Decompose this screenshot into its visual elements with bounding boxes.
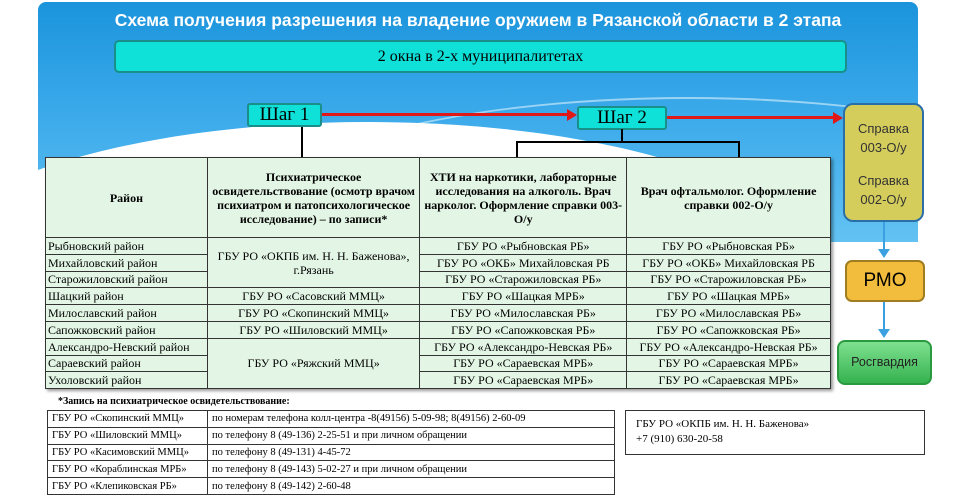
header-ophth: Врач офтальмолог. Оформление справки 002…	[626, 157, 831, 238]
ophth-clinic: ГБУ РО «Сараевская МРБ»	[626, 354, 831, 373]
header-psych: Психиатрическое освидетельствование (осм…	[206, 157, 421, 238]
phone-info: по телефону 8 (49-143) 5-02-27 и при лич…	[207, 460, 615, 479]
narco-clinic: ГБУ РО «Рыбновская РБ»	[419, 237, 628, 255]
phone-info: по телефону 8 (49-136) 2-25-51 и при лич…	[207, 426, 615, 445]
arrow-step1-step2	[322, 113, 567, 116]
table-row: ГБУ РО «Клепиковская РБ» по телефону 8 (4…	[47, 477, 615, 495]
psych-clinic: ГБУ РО «Сасовский ММЦ»	[206, 287, 421, 306]
connector-step1	[301, 127, 303, 157]
arrowhead-icon	[567, 109, 577, 121]
district: Рыбновский район	[45, 237, 208, 255]
district: Сапожковский район	[45, 320, 208, 339]
rosgvardia-box: Росгвардия	[837, 340, 932, 385]
arrow-down-icon	[878, 329, 890, 338]
table-row: ГБУ РО «Шиловский ММЦ» по телефону 8 (49-…	[47, 426, 615, 445]
table-row: Сараевский район ГБУ РО «Сараевская МРБ» Г…	[45, 354, 831, 373]
table-row: Шацкий район ГБУ РО «Сасовский ММЦ» ГБУ РО…	[45, 287, 831, 306]
banner: 2 окна в 2-х муниципалитетах	[114, 40, 847, 73]
table-row: Милославский район ГБУ РО «Скопинский ММЦ…	[45, 304, 831, 322]
table-row: ГБУ РО «Скопинский ММЦ» по номерам телефо…	[47, 410, 615, 428]
step-1: Шаг 1	[247, 103, 322, 127]
district: Александро-Невский район	[45, 337, 208, 356]
brace-step2	[621, 129, 623, 141]
contact-box: ГБУ РО «ОКПБ им. Н. Н. Баженова» +7 (910…	[625, 410, 925, 455]
district: Михайловский район	[45, 253, 208, 272]
narco-clinic: ГБУ РО «Старожиловская РБ»	[419, 270, 628, 289]
ophth-clinic: ГБУ РО «Милославская РБ»	[626, 304, 831, 322]
ophth-clinic: ГБУ РО «Сараевская МРБ»	[626, 371, 831, 390]
psych-clinic: ГБУ РО «Ряжский ММЦ»	[206, 337, 421, 390]
brace-step2	[738, 141, 740, 157]
step-2: Шаг 2	[577, 106, 667, 130]
district: Сараевский район	[45, 354, 208, 373]
brace-step2	[516, 141, 518, 157]
phone-info: по телефону 8 (49-131) 4-45-72	[207, 443, 615, 462]
page-title: Схема получения разрешения на владение о…	[114, 10, 842, 30]
appointments-table: ГБУ РО «Скопинский ММЦ» по номерам телефо…	[47, 410, 615, 495]
table-row: Михайловский район ГБУ РО «ОКБ» Михайловс…	[45, 253, 831, 272]
ophth-clinic: ГБУ РО «Старожиловская РБ»	[626, 270, 831, 289]
narco-clinic: ГБУ РО «Шацкая МРБ»	[419, 287, 628, 306]
arrow-down	[883, 222, 885, 250]
psych-clinic: ГБУ РО «Скопинский ММЦ»	[206, 304, 421, 322]
org: ГБУ РО «Кораблинская МРБ»	[47, 460, 208, 479]
narco-clinic: ГБУ РО «Сараевская МРБ»	[419, 371, 628, 390]
district: Милославский район	[45, 304, 208, 322]
narco-clinic: ГБУ РО «Александро-Невская РБ»	[419, 337, 628, 356]
appointment-note: *Запись на психиатрическое освидетельств…	[58, 396, 290, 407]
contact-org: ГБУ РО «ОКПБ им. Н. Н. Баженова»	[636, 418, 810, 430]
table-row: Рыбновский район ГБУ РО «ОКПБ им. Н. Н. Б…	[45, 236, 831, 289]
table-row: ГБУ РО «Кораблинская МРБ» по телефону 8 (…	[47, 460, 615, 479]
ophth-clinic: ГБУ РО «Рыбновская РБ»	[626, 237, 831, 255]
table-row: Ухоловский район ГБУ РО «Сараевская МРБ» Г…	[45, 371, 831, 390]
cert-003: Справка 003-О/у	[858, 121, 909, 155]
table-row: Старожиловский район ГБУ РО «Старожиловск…	[45, 270, 831, 289]
org: ГБУ РО «Касимовский ММЦ»	[47, 443, 208, 462]
narco-clinic: ГБУ РО «Сапожковская РБ»	[419, 320, 628, 339]
header-narco: ХТИ на наркотики, лабораторные исследова…	[419, 157, 628, 238]
ophth-clinic: ГБУ РО «Александро-Невская РБ»	[626, 337, 831, 356]
rmo-box: РМО	[845, 260, 925, 302]
brace-step2	[516, 141, 740, 143]
arrow-down-icon	[878, 249, 890, 258]
org: ГБУ РО «Клепиковская РБ»	[47, 477, 208, 495]
certificates-box: Справка 003-О/у Справка 002-О/у	[843, 103, 924, 222]
narco-clinic: ГБУ РО «Милославская РБ»	[419, 304, 628, 322]
ophth-clinic: ГБУ РО «Сапожковская РБ»	[626, 320, 831, 339]
district: Шацкий район	[45, 287, 208, 306]
phone-info: по телефону 8 (49-142) 2-60-48	[207, 477, 615, 495]
districts-table: Район Психиатрическое освидетельствовани…	[45, 157, 831, 390]
district: Ухоловский район	[45, 371, 208, 390]
narco-clinic: ГБУ РО «Сараевская МРБ»	[419, 354, 628, 373]
org: ГБУ РО «Скопинский ММЦ»	[47, 410, 208, 428]
arrow-down	[883, 302, 885, 330]
org: ГБУ РО «Шиловский ММЦ»	[47, 426, 208, 445]
arrowhead-icon	[833, 112, 843, 124]
table-row: Сапожковский район ГБУ РО «Шиловский ММЦ»…	[45, 320, 831, 339]
district: Старожиловский район	[45, 270, 208, 289]
header-district: Район	[45, 157, 208, 238]
ophth-clinic: ГБУ РО «ОКБ» Михайловская РБ	[626, 253, 831, 272]
cert-002: Справка 002-О/у	[858, 173, 909, 207]
narco-clinic: ГБУ РО «ОКБ» Михайловская РБ	[419, 253, 628, 272]
contact-phone: +7 (910) 630-20-58	[636, 433, 723, 445]
phone-info: по номерам телефона колл-центра -8(49156…	[207, 410, 615, 428]
ophth-clinic: ГБУ РО «Шацкая МРБ»	[626, 287, 831, 306]
psych-clinic: ГБУ РО «Шиловский ММЦ»	[206, 320, 421, 339]
table-row: ГБУ РО «Касимовский ММЦ» по телефону 8 (4…	[47, 443, 615, 462]
psych-clinic: ГБУ РО «ОКПБ им. Н. Н. Баженова», г.Ряза…	[206, 236, 421, 289]
table-row: Александро-Невский район ГБУ РО «Ряжский …	[45, 337, 831, 390]
arrow-step2-certs	[667, 116, 833, 119]
